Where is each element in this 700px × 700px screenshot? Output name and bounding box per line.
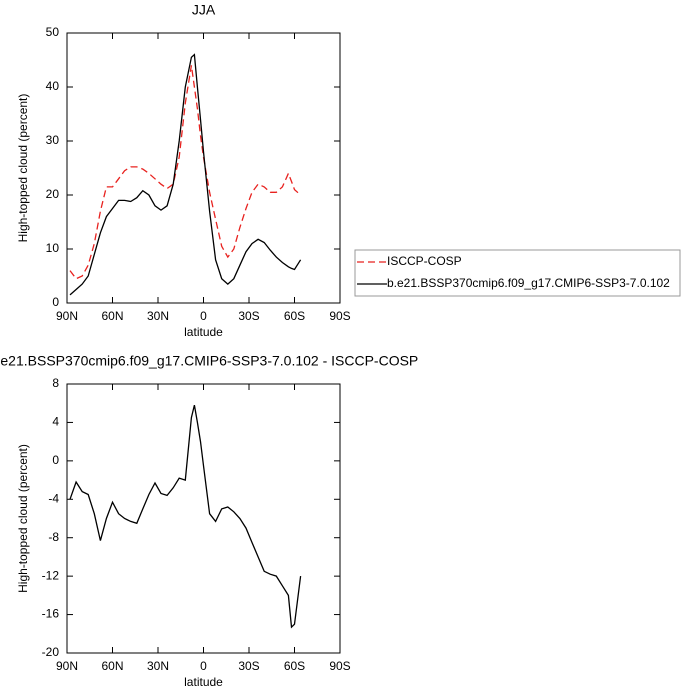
chart-title: JJA — [192, 2, 216, 18]
x-tick-label: 60S — [284, 659, 305, 673]
x-tick-label: 90N — [56, 659, 78, 673]
y-tick-label: 0 — [52, 295, 59, 309]
x-axis-label: latitude — [184, 675, 223, 689]
y-tick-label: -4 — [48, 491, 59, 505]
y-tick-label: 4 — [52, 415, 59, 429]
y-tick-label: 10 — [46, 241, 60, 255]
x-tick-label: 0 — [200, 309, 207, 323]
y-tick-label: 0 — [52, 453, 59, 467]
chart-title: b.e21.BSSP370cmip6.f09_g17.CMIP6-SSP3-7.… — [0, 353, 418, 369]
legend-label: ISCCP-COSP — [387, 254, 462, 268]
x-tick-label: 90N — [56, 309, 78, 323]
x-tick-label: 30S — [238, 659, 259, 673]
series-line — [69, 65, 302, 280]
x-tick-label: 0 — [200, 659, 207, 673]
x-axis-label: latitude — [184, 325, 223, 339]
series-line — [69, 53, 302, 296]
x-tick-label: 90S — [329, 659, 350, 673]
y-tick-label: -16 — [42, 607, 60, 621]
y-tick-label: 8 — [52, 376, 59, 390]
legend-label: b.e21.BSSP370cmip6.f09_g17.CMIP6-SSP3-7.… — [387, 276, 670, 290]
x-tick-label: 30N — [147, 309, 169, 323]
x-tick-label: 90S — [329, 309, 350, 323]
x-tick-label: 60N — [101, 309, 123, 323]
x-tick-label: 60S — [284, 309, 305, 323]
legend-box — [354, 249, 681, 297]
y-tick-label: 30 — [46, 133, 60, 147]
y-axis-label: High-topped cloud (percent) — [16, 444, 30, 593]
x-tick-label: 30S — [238, 309, 259, 323]
y-tick-label: 50 — [46, 25, 60, 39]
plot-frame — [66, 383, 341, 654]
y-tick-label: 20 — [46, 187, 60, 201]
x-tick-label: 30N — [147, 659, 169, 673]
x-tick-label: 60N — [101, 659, 123, 673]
y-tick-label: -8 — [48, 530, 59, 544]
y-tick-label: 40 — [46, 79, 60, 93]
y-tick-label: -12 — [42, 568, 60, 582]
y-tick-label: -20 — [42, 645, 60, 659]
y-axis-label: High-topped cloud (percent) — [16, 94, 30, 243]
series-line — [69, 404, 302, 629]
